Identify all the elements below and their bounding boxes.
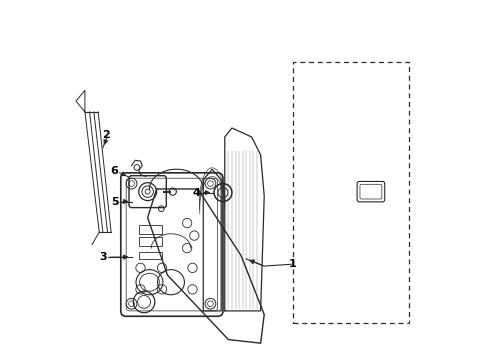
Bar — [139, 225, 162, 234]
Bar — [139, 252, 162, 259]
Text: 3: 3 — [99, 252, 106, 262]
Text: 5: 5 — [111, 197, 119, 207]
Text: 1: 1 — [288, 259, 296, 269]
Bar — [292, 62, 408, 323]
Text: 4: 4 — [192, 188, 200, 198]
Text: 2: 2 — [102, 130, 110, 140]
Bar — [139, 237, 162, 246]
Text: 6: 6 — [110, 166, 119, 176]
